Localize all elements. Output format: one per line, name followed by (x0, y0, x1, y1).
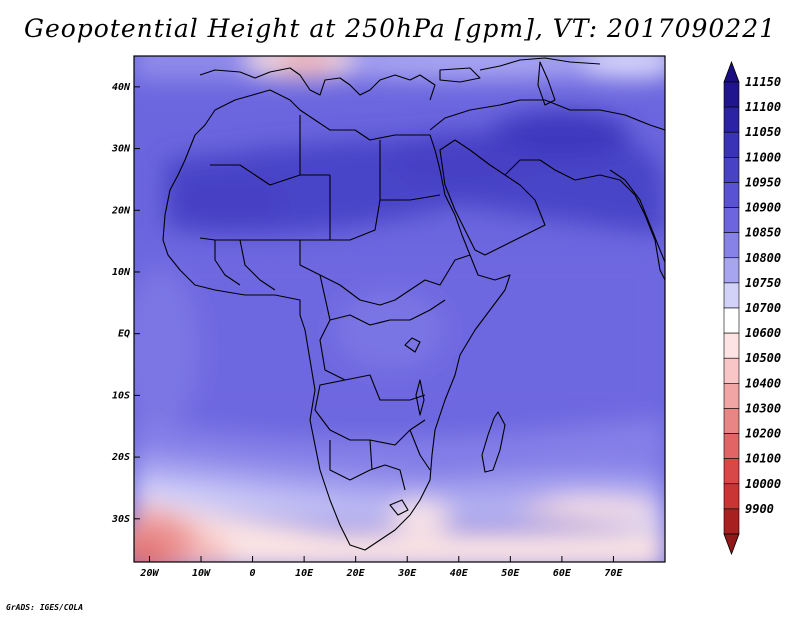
lon-tick-label: 10W (192, 568, 211, 579)
colorbar: 11150 11100 11050 11000 10950 10900 10850 10800… (723, 60, 781, 556)
colorbar-swatch (723, 508, 740, 535)
lat-tick-label: 30S (111, 514, 130, 525)
colorbar-swatch (723, 81, 740, 108)
grads-credit: GrADS: IGES/COLA (6, 603, 84, 612)
colorbar-swatch (723, 131, 740, 158)
lat-tick-label: EQ (118, 329, 130, 340)
colorbar-label: 11000 (745, 150, 781, 164)
colorbar-swatch (723, 458, 740, 485)
lon-tick-label: 40E (450, 568, 469, 579)
colorbar-swatch (723, 157, 740, 183)
colorbar-label: 9900 (745, 502, 774, 516)
colorbar-label: 10800 (745, 251, 781, 265)
colorbar-label: 10000 (745, 477, 781, 491)
coastlines-and-borders (162, 57, 665, 551)
colorbar-swatch (723, 182, 740, 208)
lon-tick-label: 20W (139, 568, 159, 579)
colorbar-label: 10200 (745, 427, 781, 441)
colorbar-swatch (723, 307, 740, 334)
lat-tick-label: 10N (112, 267, 131, 278)
lon-tick-label: 10E (295, 568, 314, 579)
colorbar-label: 11150 (745, 75, 781, 89)
lon-tick-label: 50E (501, 568, 520, 579)
map-frame (133, 55, 666, 563)
chart-title: Geopotential Height at 250hPa [gpm], VT:… (23, 14, 777, 43)
colorbar-bottom-arrow (723, 533, 740, 556)
colorbar-label: 10500 (745, 351, 781, 365)
colorbar-label: 11100 (745, 100, 781, 114)
geopotential-field (134, 56, 665, 562)
colorbar-label: 11050 (745, 125, 781, 139)
lat-tick-label: 20N (111, 205, 131, 216)
colorbar-swatch (723, 232, 740, 259)
colorbar-swatch (723, 357, 740, 384)
colorbar-label: 10900 (745, 201, 781, 215)
colorbar-label: 10850 (745, 226, 781, 240)
colorbar-label: 10300 (745, 401, 781, 415)
colorbar-top-arrow (723, 60, 740, 83)
colorbar-label: 10400 (745, 376, 781, 390)
lon-tick-label: 30E (397, 568, 417, 579)
lat-tick-label: 30N (111, 144, 131, 155)
colorbar-label: 10100 (745, 452, 781, 466)
colorbar-swatch (723, 483, 740, 510)
colorbar-label: 10600 (745, 326, 781, 340)
colorbar-swatch (723, 408, 740, 434)
latitude-axis: 40N 30N 20N 10N EQ 10S 20S 30S (111, 82, 140, 525)
colorbar-swatch (723, 383, 740, 409)
colorbar-swatch (723, 282, 740, 309)
colorbar-label: 10700 (745, 301, 781, 315)
colorbar-swatch (723, 207, 740, 233)
lon-tick-label: 20E (346, 568, 366, 579)
colorbar-swatch (723, 433, 740, 459)
lon-tick-label: 60E (553, 568, 572, 579)
colorbar-label: 10950 (745, 175, 781, 189)
colorbar-swatch (723, 332, 740, 359)
colorbar-swatch (723, 257, 740, 284)
lat-tick-label: 20S (111, 452, 130, 463)
lon-tick-label: 70E (604, 568, 623, 579)
lat-tick-label: 10S (112, 390, 130, 401)
lon-tick-label: 0 (250, 568, 256, 579)
longitude-axis: 20W 10W 0 10E 20E 30E 40E 50E 60E 70E (139, 556, 623, 579)
lat-tick-label: 40N (112, 82, 131, 93)
colorbar-label: 10750 (745, 276, 781, 290)
colorbar-swatch (723, 106, 740, 133)
